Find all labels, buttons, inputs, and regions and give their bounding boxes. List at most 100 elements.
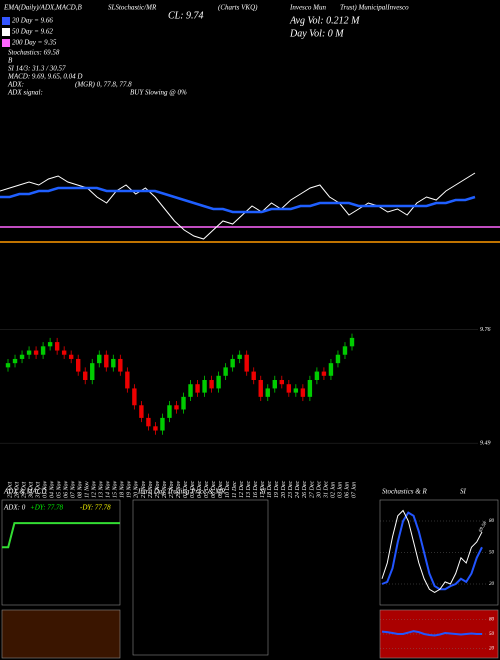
indicator-line — [381, 630, 482, 637]
candle-body — [286, 384, 292, 393]
candle-body — [167, 405, 172, 418]
header-text: 20 Day = 9.66 — [12, 17, 53, 25]
x-tick-label: 20 Nov — [134, 480, 140, 498]
candle-body — [118, 358, 123, 372]
adx-line — [2, 522, 120, 549]
candle-body — [125, 371, 130, 389]
x-tick-label: 19 Nov — [127, 480, 133, 498]
x-tick-label: 22 Nov — [148, 480, 154, 498]
price-line — [0, 172, 476, 240]
y-tick-label: 20 — [489, 647, 495, 652]
candle-body — [153, 426, 158, 431]
legend-swatch — [2, 17, 10, 25]
candle-body — [104, 354, 109, 368]
x-tick-label: 26 Nov — [162, 480, 168, 498]
candle-body — [265, 388, 270, 397]
x-tick-label: 14 Nov — [105, 480, 112, 498]
candle-body — [202, 380, 207, 393]
x-tick-label: 08 Nov — [78, 480, 84, 498]
candle-body — [40, 346, 46, 355]
ema-line — [0, 186, 476, 214]
header-text: MACD: 9.69, 9.65, 0.04 D — [7, 73, 82, 81]
x-tick-label: 25 Oct — [7, 482, 13, 498]
x-tick-label: 15 Nov — [113, 480, 119, 498]
x-tick-label: 18 Nov — [120, 480, 126, 498]
x-tick-label: 06 Dec — [211, 481, 217, 498]
candle-body — [300, 388, 306, 397]
candle-body — [61, 350, 67, 355]
x-tick-label: 11 Nov — [85, 481, 91, 498]
candle-body — [223, 367, 228, 376]
header-text: (MGR) 0, 77.8, 77.8 — [75, 81, 132, 89]
x-tick-label: 03 Jan — [337, 482, 343, 498]
header-text: Invesco Mun — [289, 4, 326, 12]
x-tick-label: 29 Nov — [176, 480, 182, 498]
header-text: (Charts VKQ) — [218, 4, 258, 12]
indicator-line — [381, 509, 483, 593]
x-tick-label: 31 Dec — [323, 481, 329, 499]
x-tick-label: 30 Oct — [28, 482, 34, 499]
candle-body — [19, 354, 25, 359]
header-text: Trust) MunicipalInvesco — [340, 4, 409, 12]
close-price: CL: 9.74 — [168, 10, 204, 21]
x-tick-label: 18 Dec — [267, 481, 273, 498]
candle-body — [54, 342, 60, 351]
x-tick-label: 06 Jan — [344, 482, 350, 498]
candle-body — [97, 354, 102, 364]
x-tick-label: 05 Dec — [204, 481, 210, 498]
candle-body — [146, 417, 151, 427]
candle-body — [47, 342, 53, 347]
x-tick-label: 27 Nov — [169, 480, 175, 498]
indicator-line — [381, 511, 483, 591]
candle-body — [328, 363, 334, 376]
x-tick-label: 07 Jan — [351, 482, 357, 498]
adx-label: -DY: 77.78 — [80, 504, 111, 512]
candle-body — [314, 371, 320, 380]
y-tick-label: 9.76 — [480, 327, 491, 333]
candle-body — [12, 358, 18, 364]
y-tick-label: 80 — [489, 618, 495, 623]
y-tick-label: 20 — [489, 582, 495, 587]
candle-body — [335, 354, 341, 364]
header-text: SLStochastic/MR — [108, 4, 157, 12]
x-tick-label: 12 Nov — [92, 480, 98, 498]
header-text: BUY Slowing @ 0% — [130, 89, 187, 97]
candle-body — [244, 354, 249, 372]
candle-body — [293, 388, 299, 393]
candle-body — [195, 384, 200, 393]
legend-swatch — [2, 39, 10, 47]
header-text: Stochastics: 69.58 — [8, 49, 60, 57]
candle-body — [76, 358, 81, 372]
candle-body — [237, 354, 242, 359]
panel-frame — [132, 499, 269, 656]
candle-body — [342, 346, 348, 355]
x-tick-label: 06 Nov — [64, 480, 70, 498]
candle-body — [258, 380, 263, 397]
adx-label: ADX: 0 — [3, 504, 26, 512]
header-text: ADX: — [7, 81, 24, 89]
day-volume: Day Vol: 0 M — [289, 28, 344, 39]
x-tick-label: 27 Dec — [309, 481, 315, 498]
header-text: EMA(Daily)/ADX,MACD,B — [3, 4, 82, 12]
y-tick-label: 50 — [489, 632, 495, 637]
x-tick-label: 17 Dec — [260, 481, 266, 498]
x-tick-label: 07 Nov — [71, 480, 77, 498]
value-label: 69.58 — [478, 521, 488, 534]
candle-body — [321, 371, 327, 376]
panel-title: SI — [460, 488, 467, 496]
x-tick-label: 11 Dec — [232, 481, 238, 498]
adx-label: +DY: 77.78 — [30, 504, 64, 512]
panel-frame — [1, 499, 121, 606]
candle-body — [139, 405, 144, 418]
candle-body — [272, 380, 277, 389]
header-text: 200 Day = 9.35 — [12, 39, 57, 47]
candle-body — [26, 350, 32, 355]
candle-body — [83, 371, 88, 380]
candle-body — [33, 350, 39, 355]
x-tick-label: 01 Nov — [42, 480, 48, 498]
candle-body — [349, 337, 355, 347]
x-tick-label: 19 Dec — [274, 481, 280, 498]
y-tick-label: 9.49 — [480, 440, 491, 447]
legend-swatch — [2, 28, 10, 36]
x-tick-label: 26 Dec — [302, 481, 308, 498]
